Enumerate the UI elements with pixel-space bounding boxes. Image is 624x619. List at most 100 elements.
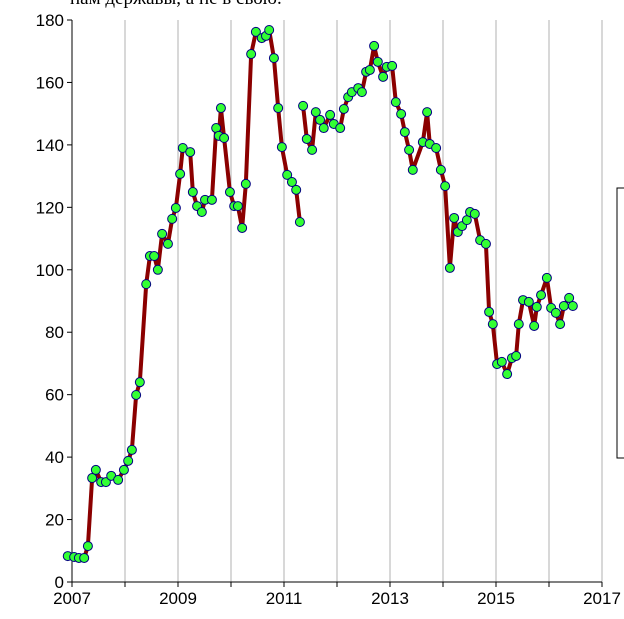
marker [162, 238, 173, 249]
marker [422, 107, 433, 118]
y-tick-label: 40 [45, 448, 64, 467]
marker [82, 541, 93, 552]
marker [338, 103, 349, 114]
marker [157, 228, 168, 239]
marker [118, 464, 129, 475]
marker [126, 444, 137, 455]
marker [268, 53, 279, 64]
marker [555, 319, 566, 330]
y-tick-label: 60 [45, 386, 64, 405]
marker [177, 143, 188, 154]
marker [531, 301, 542, 312]
marker [511, 350, 522, 361]
marker [404, 144, 415, 155]
marker [487, 319, 498, 330]
marker [315, 114, 326, 125]
y-tick-label: 0 [55, 573, 64, 592]
marker [237, 222, 248, 233]
marker [469, 208, 480, 219]
marker [87, 473, 98, 484]
marker [558, 300, 569, 311]
marker [286, 177, 297, 188]
y-tick-label: 180 [36, 11, 64, 30]
marker [390, 97, 401, 108]
marker [282, 169, 293, 180]
marker [513, 319, 524, 330]
marker [567, 300, 578, 311]
marker [372, 56, 383, 67]
marker [356, 87, 367, 98]
marker [273, 103, 284, 114]
marker [123, 455, 134, 466]
marker [240, 178, 251, 189]
x-tick-label: 2007 [53, 589, 91, 608]
marker [113, 474, 124, 485]
marker [444, 262, 455, 273]
marker [79, 552, 90, 563]
marker [276, 142, 287, 153]
marker [134, 377, 145, 388]
marker [196, 207, 207, 218]
marker [246, 49, 257, 60]
marker [298, 100, 309, 111]
marker [369, 40, 380, 51]
marker [170, 202, 181, 213]
marker [541, 272, 552, 283]
y-tick-label: 140 [36, 136, 64, 155]
marker [502, 369, 513, 380]
y-tick-label: 160 [36, 73, 64, 92]
marker [294, 217, 305, 228]
marker [550, 307, 561, 318]
marker [152, 264, 163, 275]
y-tick-label: 80 [45, 323, 64, 342]
x-tick-label: 2009 [159, 589, 197, 608]
marker [224, 187, 235, 198]
marker [431, 143, 442, 154]
marker [187, 187, 198, 198]
y-tick-label: 20 [45, 511, 64, 530]
marker [310, 107, 321, 118]
marker [407, 164, 418, 175]
marker [496, 356, 507, 367]
marker [387, 60, 398, 71]
marker [325, 109, 336, 120]
marker [396, 108, 407, 119]
marker [440, 181, 451, 192]
marker [399, 127, 410, 138]
x-tick-label: 2011 [266, 589, 303, 608]
marker [529, 320, 540, 331]
x-tick-label: 2013 [371, 589, 409, 608]
marker [318, 123, 329, 134]
marker [435, 164, 446, 175]
marker [335, 123, 346, 134]
marker [232, 201, 243, 212]
marker [219, 133, 230, 144]
marker [523, 296, 534, 307]
marker [301, 133, 312, 144]
marker [480, 238, 491, 249]
marker [167, 213, 178, 224]
marker [206, 194, 217, 205]
marker [378, 71, 389, 82]
marker [264, 24, 275, 35]
y-tick-label: 120 [36, 198, 64, 217]
marker [250, 26, 261, 37]
marker [564, 292, 575, 303]
marker [364, 64, 375, 75]
annotation: нам державы, а не в свою. [70, 0, 282, 9]
marker [185, 147, 196, 158]
marker [536, 290, 547, 301]
marker [90, 464, 101, 475]
marker [100, 477, 111, 488]
legend-box [616, 187, 624, 459]
x-tick-label: 2017 [583, 589, 621, 608]
marker [149, 251, 160, 262]
marker [175, 168, 186, 179]
marker [215, 103, 226, 114]
marker [291, 184, 302, 195]
x-tick-label: 2015 [477, 589, 515, 608]
marker [484, 306, 495, 317]
marker [449, 212, 460, 223]
marker [131, 389, 142, 400]
